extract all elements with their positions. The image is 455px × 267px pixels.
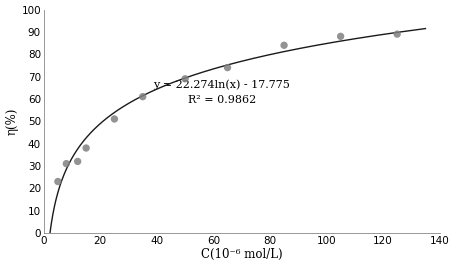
Point: [63, 162, 70, 166]
Point: [182, 77, 189, 81]
Point: [224, 65, 231, 70]
Point: [394, 32, 401, 36]
Point: [54, 179, 61, 184]
Point: [280, 43, 288, 48]
X-axis label: C(10⁻⁶ mol/L): C(10⁻⁶ mol/L): [201, 249, 283, 261]
Point: [74, 159, 81, 164]
Y-axis label: η(%): η(%): [5, 108, 19, 135]
Point: [139, 95, 147, 99]
Point: [82, 146, 90, 150]
Point: [337, 34, 344, 38]
Point: [111, 117, 118, 121]
Text: y = 22.274ln(x) - 17.775
R² = 0.9862: y = 22.274ln(x) - 17.775 R² = 0.9862: [153, 80, 290, 105]
